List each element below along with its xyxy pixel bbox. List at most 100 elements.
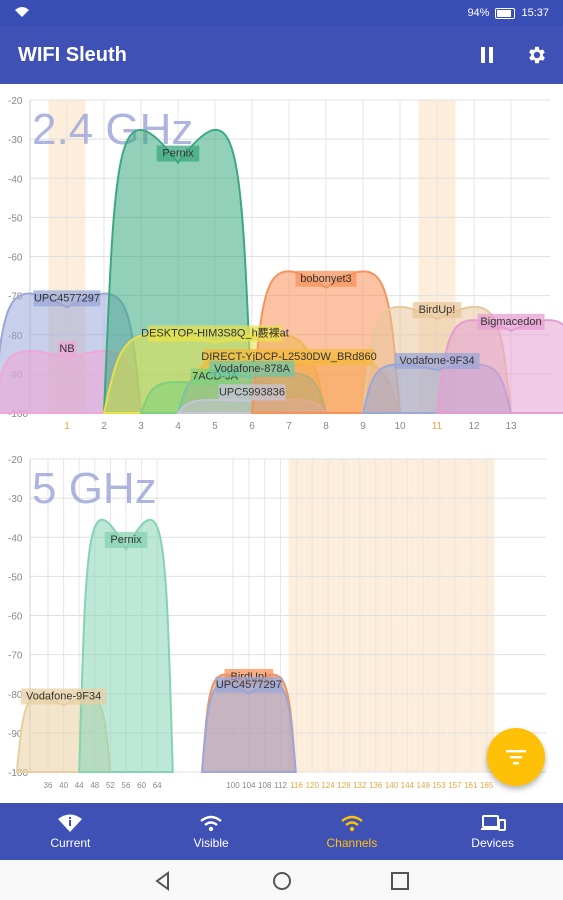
pause-button[interactable]	[472, 40, 502, 70]
y-tick-label: -30	[8, 135, 23, 146]
network-label-vodafone-9f34: Vodafone-9F34	[394, 352, 480, 369]
settings-button[interactable]	[522, 40, 552, 70]
x-tick-label-64: 64	[153, 781, 162, 790]
network-curve-bigmacedon	[435, 319, 563, 414]
wifi-icon	[200, 815, 222, 832]
network-label-bigmacedon: Bigmacedon	[477, 313, 545, 330]
network-name: Pernix	[110, 534, 142, 546]
y-tick-label: -60	[8, 253, 23, 264]
y-tick-label: -80	[8, 690, 23, 701]
x-tick-label-44: 44	[75, 781, 84, 790]
x-tick-label-104: 104	[242, 781, 256, 790]
nav-devices[interactable]: Devices	[422, 803, 563, 860]
x-tick-label-136: 136	[369, 781, 383, 790]
network-name: Vodafone-9F34	[399, 355, 474, 367]
y-tick-label: -50	[8, 213, 23, 224]
y-tick-label: -100	[8, 768, 28, 779]
y-tick-label: -40	[8, 533, 23, 544]
network-label-bg	[20, 688, 107, 705]
network-name: Pernix	[162, 148, 194, 160]
settings-icon	[529, 46, 545, 64]
home-icon	[273, 872, 291, 890]
channels-wifi-icon	[341, 815, 363, 832]
network-name: BirdUp!	[419, 304, 456, 316]
x-tick-label-12: 12	[468, 421, 480, 432]
network-label-bg	[215, 676, 283, 693]
back-icon	[155, 871, 169, 891]
system-navigation-bar	[0, 860, 563, 900]
home-button[interactable]	[271, 870, 293, 892]
battery-percent: 94%	[467, 7, 490, 19]
wifi-info-icon	[58, 814, 83, 832]
clock: 15:37	[521, 7, 549, 19]
x-tick-label-153: 153	[432, 781, 446, 790]
network-label-pernix: Pernix	[104, 531, 148, 548]
x-tick-label-48: 48	[90, 781, 99, 790]
x-tick-label-6: 6	[249, 421, 255, 432]
x-tick-label-60: 60	[137, 781, 146, 790]
x-tick-label-11: 11	[432, 421, 443, 432]
network-name: UPC4577297	[216, 679, 282, 691]
network-name: DIRECT-YjDCP-L2530DW_BRd860	[201, 351, 376, 363]
x-tick-label-36: 36	[44, 781, 53, 790]
network-name: NB	[59, 343, 74, 355]
channel-graph-5ghz: -20 -30 -40 -50 -60 -70 -80 -90 -100 5 GHz Vodafon…	[8, 455, 546, 790]
x-tick-label-140: 140	[385, 781, 399, 790]
sort-icon	[506, 750, 526, 765]
x-tick-label-149: 149	[417, 781, 431, 790]
nav-devices-label: Devices	[471, 836, 514, 850]
x-tick-label-9: 9	[360, 421, 366, 432]
network-name: Bigmacedon	[480, 316, 541, 328]
network-label-bg	[33, 290, 101, 307]
x-tick-label-100: 100	[226, 781, 240, 790]
x-tick-label-157: 157	[448, 781, 462, 790]
network-label-bg	[477, 313, 545, 330]
nav-channels-label: Channels	[326, 836, 378, 850]
y-tick-label: -60	[8, 612, 23, 623]
band-label: 5 GHz	[32, 464, 157, 513]
x-tick-label-112: 112	[274, 781, 287, 790]
x-tick-label-13: 13	[505, 421, 517, 432]
x-tick-label-40: 40	[59, 781, 68, 790]
x-tick-label-144: 144	[401, 781, 415, 790]
nav-current[interactable]: Current	[0, 803, 141, 860]
x-tick-label-2: 2	[101, 421, 107, 432]
network-name: UPC4577297	[34, 292, 100, 304]
y-tick-label: -90	[8, 729, 23, 740]
network-name: Vodafone-878A	[214, 363, 291, 375]
x-tick-label-3: 3	[138, 421, 144, 432]
nav-visible[interactable]: Visible	[141, 803, 282, 860]
x-tick-label-8: 8	[323, 421, 329, 432]
network-label-bg	[209, 360, 295, 377]
network-label-vodafone-878a: Vodafone-878A	[209, 360, 295, 377]
network-label-pernix: Pernix	[156, 145, 200, 162]
battery-icon	[495, 7, 516, 19]
x-tick-label-120: 120	[306, 781, 320, 790]
x-tick-label-4: 4	[175, 421, 181, 432]
x-tick-label-128: 128	[337, 781, 351, 790]
y-tick-label: -20	[8, 455, 23, 466]
recents-button[interactable]	[389, 870, 411, 892]
y-tick-label: -20	[8, 96, 23, 107]
network-label-bg	[218, 384, 286, 401]
network-label-bobonyet3: bobonyet3	[295, 270, 357, 287]
network-label-upc5993836: UPC5993836	[218, 384, 286, 401]
x-tick-label-161: 161	[464, 781, 478, 790]
y-tick-label: -40	[8, 174, 23, 185]
app-bar: WIFI Sleuth	[0, 26, 563, 84]
network-name: bobonyet3	[300, 273, 351, 285]
y-tick-label: -100	[8, 409, 28, 420]
network-curve-pernix	[78, 518, 174, 773]
x-tick-label-116: 116	[290, 781, 303, 790]
network-curve-upc4577297	[200, 682, 297, 773]
nav-channels[interactable]: Channels	[282, 803, 423, 860]
network-label-upc4577297: UPC4577297	[33, 290, 101, 307]
y-tick-label: -70	[8, 292, 23, 303]
network-label-desktop-him3s8q-h-at: DESKTOP-HIM3S8Q_h覈裸at	[141, 325, 289, 342]
y-tick-label: -70	[8, 651, 23, 662]
x-tick-label-124: 124	[321, 781, 335, 790]
y-tick-label: -30	[8, 494, 23, 505]
sort-filter-button[interactable]	[487, 728, 545, 786]
back-button[interactable]	[152, 870, 174, 892]
